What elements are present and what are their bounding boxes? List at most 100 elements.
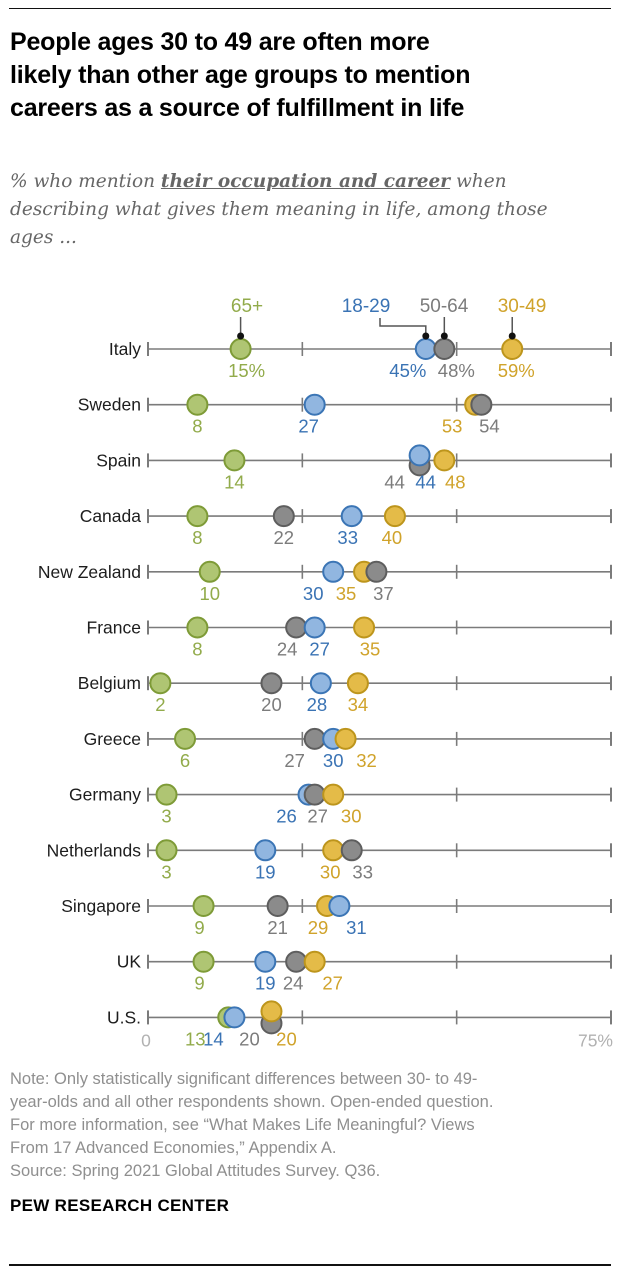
country-label: Netherlands xyxy=(47,840,142,860)
axis-label-max: 75% xyxy=(578,1030,613,1050)
chart-subtitle: % who mention their occupation and caree… xyxy=(10,168,610,251)
dot-65+ xyxy=(155,839,178,862)
legend-connector-18-29 xyxy=(379,318,427,333)
dot-50-64 xyxy=(433,338,456,360)
dot-18-29 xyxy=(322,560,345,583)
dot-65+ xyxy=(149,672,172,695)
value-label-65+: 9 xyxy=(194,917,204,938)
value-label-30-49: 30 xyxy=(320,861,341,882)
value-label-30-49: 30 xyxy=(341,806,362,827)
legend-label-30-49: 30-49 xyxy=(498,296,547,317)
dot-50-64 xyxy=(285,950,308,973)
legend-label-65+: 65+ xyxy=(231,296,263,317)
dot-65+ xyxy=(198,560,221,583)
chart-title-line: People ages 30 to 49 are often more xyxy=(10,28,430,56)
value-label-18-29: 26 xyxy=(276,806,297,827)
country-label: UK xyxy=(117,952,142,972)
dot-50-64 xyxy=(260,672,283,695)
dot-65+ xyxy=(229,338,252,360)
value-label-18-29: 19 xyxy=(255,861,276,882)
legend-connector-dot xyxy=(440,332,448,340)
country-label: Sweden xyxy=(78,395,141,415)
value-label-18-29: 33 xyxy=(337,527,358,548)
dot-65+ xyxy=(192,895,215,917)
value-label-50-64: 44 xyxy=(384,471,405,492)
country-label: Italy xyxy=(109,339,141,359)
subtitle-line-3: ages ... xyxy=(10,226,77,248)
pew-research-center-logo: PEW RESEARCH CENTER xyxy=(10,1196,230,1215)
dot-65+ xyxy=(186,616,209,639)
value-label-30-49: 29 xyxy=(308,917,329,938)
dot-18-29 xyxy=(408,444,431,467)
value-label-18-29: 31 xyxy=(346,917,367,938)
value-label-65+: 14 xyxy=(224,471,245,492)
note-block: Note: Only statistically significant dif… xyxy=(10,1068,610,1183)
source-line: Source: Spring 2021 Global Attitudes Sur… xyxy=(10,1162,381,1181)
dot-65+ xyxy=(174,727,197,750)
country-label: Singapore xyxy=(61,896,141,916)
chart-title: People ages 30 to 49 are often more like… xyxy=(10,26,610,125)
dot-30-49 xyxy=(383,505,406,528)
value-label-65+: 3 xyxy=(161,806,171,827)
dot-18-29 xyxy=(254,839,277,862)
note-line: For more information, see “What Makes Li… xyxy=(10,1116,475,1135)
value-label-50-64: 48% xyxy=(438,360,475,381)
value-label-18-29: 27 xyxy=(309,639,330,660)
chart-title-line: likely than other age groups to mention xyxy=(10,61,471,89)
subtitle-emphasis: their occupation and career xyxy=(160,171,451,192)
dot-30-49 xyxy=(353,616,376,639)
value-label-50-64: 21 xyxy=(267,917,288,938)
value-label-30-49: 59% xyxy=(498,360,535,381)
value-label-18-29: 14 xyxy=(203,1028,224,1049)
country-label: Spain xyxy=(96,450,141,470)
value-label-30-49: 34 xyxy=(348,694,369,715)
value-label-30-49: 53 xyxy=(442,416,463,437)
dot-50-64 xyxy=(340,839,363,862)
dot-50-64 xyxy=(365,560,388,583)
subtitle-line-1: % who mention their occupation and caree… xyxy=(10,168,610,196)
dot-18-29 xyxy=(303,393,326,416)
legend-connector-dot xyxy=(422,332,430,340)
dot-30-49 xyxy=(334,727,357,750)
dot-65+ xyxy=(186,505,209,528)
dot-30-49 xyxy=(322,783,345,806)
dot-18-29 xyxy=(303,616,326,639)
dot-30-49 xyxy=(501,338,524,360)
value-label-50-64: 22 xyxy=(274,527,295,548)
value-label-65+: 3 xyxy=(161,861,171,882)
dot-18-29 xyxy=(223,1006,246,1029)
country-label: Germany xyxy=(69,785,141,805)
country-label: New Zealand xyxy=(38,562,141,582)
dot-50-64 xyxy=(470,393,493,416)
note-line: From 17 Advanced Economies,” Appendix A. xyxy=(10,1139,337,1158)
value-label-65+: 8 xyxy=(192,639,202,660)
dot-50-64 xyxy=(303,727,326,750)
dot-50-64 xyxy=(303,783,326,806)
dot-65+ xyxy=(186,393,209,416)
value-label-65+: 6 xyxy=(180,750,190,771)
value-label-30-49: 20 xyxy=(276,1028,297,1049)
value-label-65+: 13 xyxy=(185,1028,206,1049)
value-label-50-64: 37 xyxy=(373,583,394,604)
legend-label-50-64: 50-64 xyxy=(420,296,469,317)
value-label-30-49: 32 xyxy=(356,750,377,771)
dot-65+ xyxy=(192,950,215,973)
dot-30-49 xyxy=(322,839,345,862)
dot-30-49 xyxy=(346,672,369,695)
value-label-50-64: 27 xyxy=(307,806,328,827)
legend-connector-dot xyxy=(508,332,516,340)
dot-18-29 xyxy=(414,338,437,360)
bottom-rule xyxy=(9,1264,611,1266)
dot-65+ xyxy=(155,783,178,806)
dot-18-29 xyxy=(254,950,277,973)
dot-50-64 xyxy=(285,616,308,639)
value-label-65+: 10 xyxy=(199,583,220,604)
legend-connector-dot xyxy=(237,332,245,340)
value-label-30-49: 40 xyxy=(382,527,403,548)
value-label-18-29: 44 xyxy=(415,471,436,492)
country-label: U.S. xyxy=(107,1007,141,1027)
value-label-65+: 8 xyxy=(192,527,202,548)
value-label-50-64: 54 xyxy=(479,416,500,437)
value-label-30-49: 48 xyxy=(445,471,466,492)
